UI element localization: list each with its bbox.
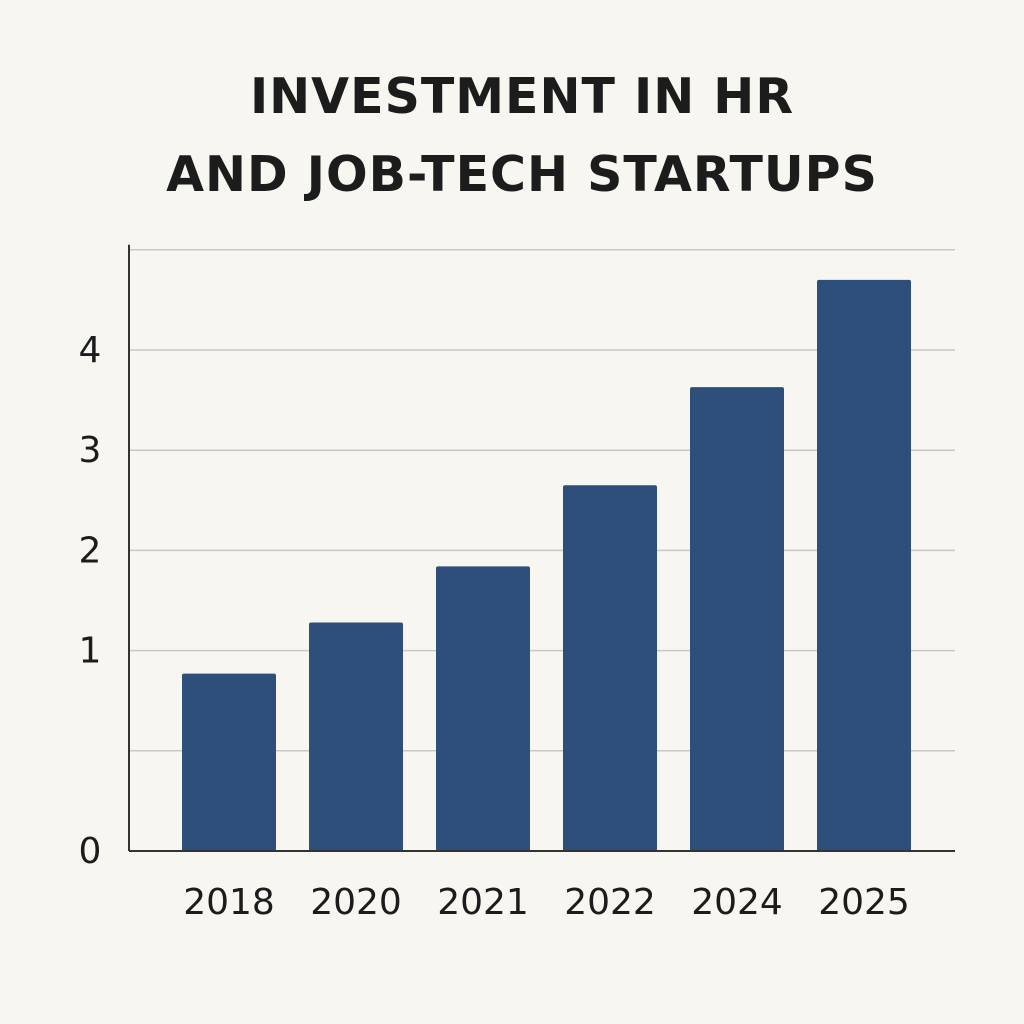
bar-2024 bbox=[690, 387, 784, 851]
axes bbox=[128, 244, 955, 852]
bars bbox=[182, 279, 911, 851]
x-tick-label: 2021 bbox=[437, 882, 529, 923]
chart-title: INVESTMENT IN HR AND JOB-TECH STARTUPS bbox=[0, 58, 1024, 214]
y-tick-label: 3 bbox=[79, 430, 102, 471]
chart-title-line-1: INVESTMENT IN HR bbox=[249, 68, 795, 125]
y-tick-label: 0 bbox=[79, 831, 102, 872]
bar-2025 bbox=[817, 279, 911, 851]
y-tick-label: 4 bbox=[79, 330, 102, 371]
y-tick-label: 1 bbox=[79, 631, 102, 672]
x-tick-label: 2024 bbox=[691, 882, 783, 923]
y-tick-label: 2 bbox=[79, 530, 102, 571]
bar-2018 bbox=[182, 673, 276, 851]
x-tick-label: 2022 bbox=[564, 882, 656, 923]
x-tick-label: 2020 bbox=[310, 882, 402, 923]
x-tick-label: 2018 bbox=[183, 882, 275, 923]
bar-2020 bbox=[309, 622, 403, 851]
bar-2021 bbox=[436, 566, 530, 851]
x-tick-labels: 2018 2020 2021 2022 2024 2025 bbox=[183, 882, 910, 923]
bar-2022 bbox=[563, 485, 657, 851]
chart-title-line-2: AND JOB-TECH STARTUPS bbox=[166, 146, 878, 203]
x-tick-label: 2025 bbox=[818, 882, 910, 923]
y-tick-labels: 0 1 2 3 4 bbox=[79, 330, 102, 872]
